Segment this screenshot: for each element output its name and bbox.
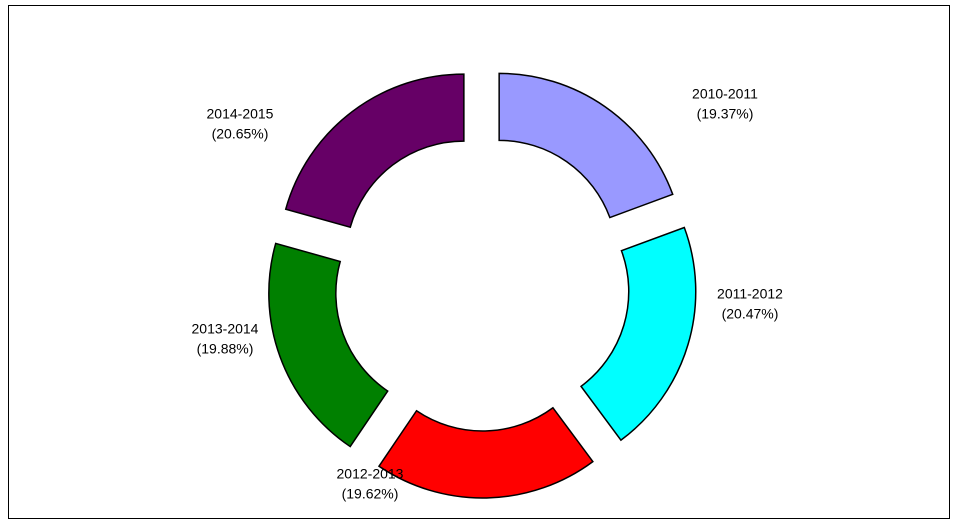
segment-value-label: (19.37%) <box>697 106 754 122</box>
donut-segment <box>268 242 389 448</box>
segment-value-label: (20.65%) <box>212 126 269 142</box>
donut-segment <box>498 72 674 219</box>
segment-category-label: 2014-2015 <box>207 106 274 122</box>
segment-value-label: (20.47%) <box>722 306 779 322</box>
segment-category-label: 2011-2012 <box>717 286 783 302</box>
segment-value-label: (19.62%) <box>342 486 399 502</box>
segment-category-label: 2012-2013 <box>337 466 404 482</box>
segment-category-label: 2013-2014 <box>192 321 259 337</box>
segment-category-label: 2010-2011 <box>692 86 758 102</box>
donut-segment <box>377 406 594 499</box>
donut-segment <box>579 226 697 442</box>
segment-value-label: (19.88%) <box>197 341 254 357</box>
donut-segment <box>284 73 465 229</box>
